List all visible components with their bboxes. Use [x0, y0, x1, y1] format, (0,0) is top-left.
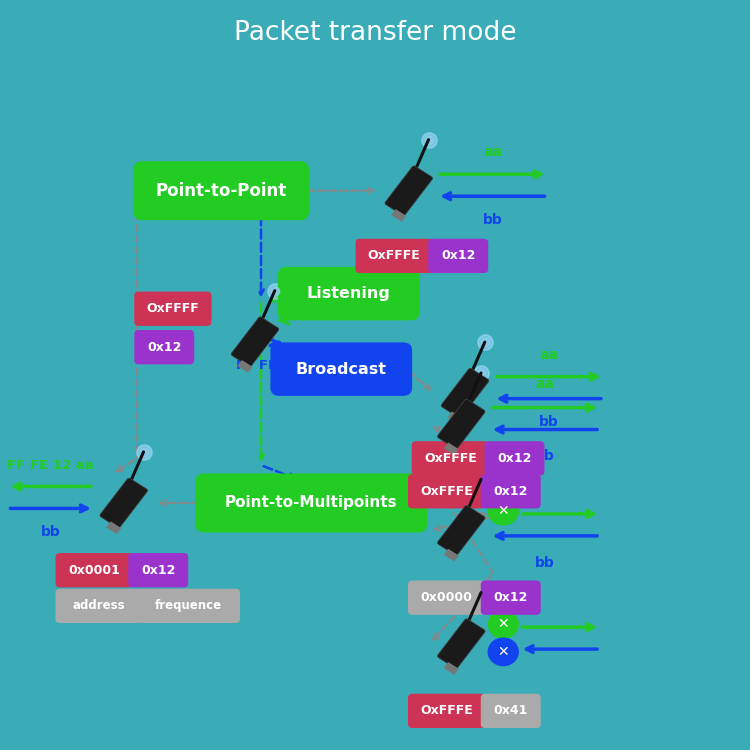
FancyBboxPatch shape — [437, 506, 485, 555]
Text: aa: aa — [483, 146, 502, 159]
FancyBboxPatch shape — [356, 238, 433, 273]
FancyBboxPatch shape — [134, 330, 194, 364]
Text: 0x12: 0x12 — [147, 340, 182, 354]
Text: bb: bb — [482, 213, 502, 226]
Text: FF FE 12 aa: FF FE 12 aa — [8, 459, 94, 472]
Text: OxFFFE: OxFFFE — [420, 484, 473, 498]
Text: OxFFFE: OxFFFE — [368, 250, 421, 262]
Circle shape — [488, 638, 518, 665]
Text: Broadcast: Broadcast — [296, 362, 387, 376]
FancyBboxPatch shape — [444, 662, 459, 675]
FancyBboxPatch shape — [385, 166, 433, 215]
Text: Point-to-Multipoints: Point-to-Multipoints — [225, 496, 398, 511]
Text: bb: bb — [40, 525, 61, 539]
FancyBboxPatch shape — [484, 441, 544, 476]
Text: 0x12: 0x12 — [141, 564, 176, 577]
Text: bb: bb — [538, 415, 559, 429]
FancyBboxPatch shape — [437, 619, 485, 668]
Text: 0x0000: 0x0000 — [421, 591, 472, 604]
Text: OxFFFF: OxFFFF — [146, 302, 200, 315]
Text: Point-to-Point: Point-to-Point — [156, 182, 286, 200]
FancyBboxPatch shape — [444, 442, 459, 455]
FancyBboxPatch shape — [408, 694, 485, 728]
Text: 0x12: 0x12 — [494, 484, 528, 498]
FancyBboxPatch shape — [56, 553, 133, 587]
Text: OxFFFE: OxFFFE — [424, 452, 477, 465]
Text: aa: aa — [270, 292, 289, 306]
FancyBboxPatch shape — [408, 474, 485, 508]
Circle shape — [488, 610, 518, 638]
Text: FF FF 12 bb: FF FF 12 bb — [236, 358, 323, 372]
Text: aa: aa — [536, 377, 554, 391]
Text: frequence: frequence — [154, 599, 222, 613]
FancyBboxPatch shape — [238, 360, 253, 373]
FancyBboxPatch shape — [481, 580, 541, 615]
FancyBboxPatch shape — [128, 553, 188, 587]
Text: 0x0001: 0x0001 — [68, 564, 120, 577]
FancyBboxPatch shape — [448, 412, 463, 424]
FancyBboxPatch shape — [56, 589, 141, 623]
FancyBboxPatch shape — [278, 267, 420, 320]
Text: bb: bb — [535, 556, 555, 570]
FancyBboxPatch shape — [444, 549, 459, 562]
Text: 0x12: 0x12 — [494, 591, 528, 604]
Text: aa: aa — [539, 348, 558, 362]
Circle shape — [488, 497, 518, 525]
FancyBboxPatch shape — [106, 521, 122, 534]
FancyBboxPatch shape — [408, 580, 485, 615]
FancyBboxPatch shape — [428, 238, 488, 273]
FancyBboxPatch shape — [136, 589, 240, 623]
Text: 0x12: 0x12 — [441, 250, 476, 262]
FancyBboxPatch shape — [481, 474, 541, 508]
Text: ✕: ✕ — [497, 645, 509, 658]
FancyBboxPatch shape — [100, 478, 148, 528]
FancyBboxPatch shape — [437, 399, 485, 449]
Text: bb: bb — [535, 449, 555, 464]
Text: OxFFFE: OxFFFE — [420, 704, 473, 718]
FancyBboxPatch shape — [134, 292, 212, 326]
Text: 0x41: 0x41 — [494, 704, 528, 718]
FancyBboxPatch shape — [392, 209, 406, 222]
FancyBboxPatch shape — [412, 441, 489, 476]
FancyBboxPatch shape — [270, 342, 413, 396]
FancyBboxPatch shape — [231, 316, 279, 367]
FancyBboxPatch shape — [134, 161, 309, 220]
FancyBboxPatch shape — [195, 473, 427, 532]
Text: ✕: ✕ — [497, 504, 509, 518]
Text: 0x12: 0x12 — [497, 452, 532, 465]
FancyBboxPatch shape — [441, 368, 489, 418]
Text: Listening: Listening — [307, 286, 391, 302]
Text: address: address — [72, 599, 124, 613]
FancyBboxPatch shape — [481, 694, 541, 728]
Text: ✕: ✕ — [497, 617, 509, 632]
Text: Packet transfer mode: Packet transfer mode — [234, 20, 516, 46]
